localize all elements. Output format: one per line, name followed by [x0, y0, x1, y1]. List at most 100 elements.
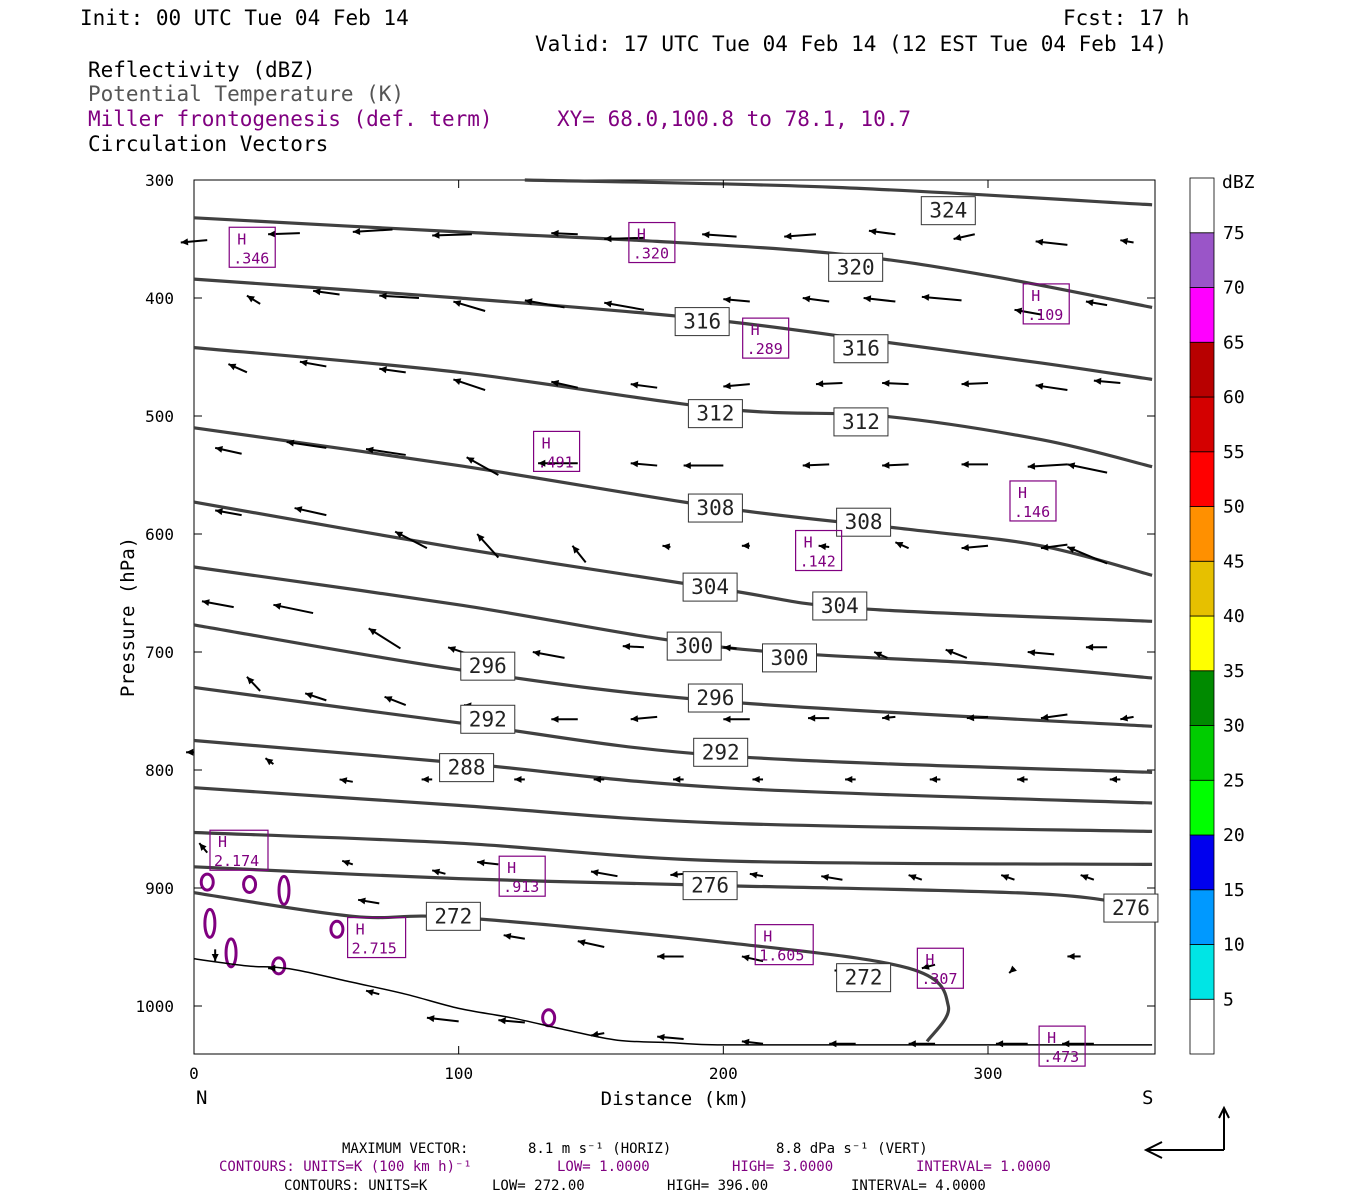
vector-head	[246, 295, 255, 303]
frontogenesis-box	[228, 226, 276, 268]
theta-label-box	[920, 196, 976, 226]
vector-head	[1040, 713, 1049, 721]
theta-label-box	[460, 704, 516, 734]
frontogenesis-value: .346	[233, 249, 269, 267]
vector-head	[532, 649, 541, 657]
frontogenesis-box	[1038, 1025, 1086, 1067]
theta-label: 288	[448, 756, 486, 780]
theta-label: 316	[842, 337, 880, 361]
vector-head	[630, 381, 639, 389]
frontogenesis-contour	[242, 874, 258, 894]
theta-label: 308	[696, 496, 734, 520]
y-axis-label: Pressure (hPa)	[117, 537, 139, 697]
theta-contours-units: CONTOURS: UNITS=K	[284, 1178, 428, 1194]
frontogenesis-box	[1022, 283, 1070, 325]
frontogenesis-box	[742, 317, 790, 359]
vector-head	[821, 874, 829, 881]
theta-contour-labels: 324 320 316 316 312 312 308 308 304 304 300 300 296 2…	[425, 196, 1159, 993]
vector-head	[211, 954, 219, 962]
colorbar-segment	[1189, 451, 1215, 507]
frontogenesis-value: 1.605	[759, 947, 804, 965]
colorbar-segment	[1189, 177, 1215, 234]
x-tick-label: 0	[189, 1064, 199, 1083]
vector-head	[1035, 238, 1044, 246]
vector-head	[268, 964, 276, 972]
vector-head	[895, 542, 904, 549]
vector-head	[432, 231, 440, 239]
theta-label-box	[682, 871, 738, 901]
theta-label: 320	[837, 255, 875, 279]
colorbar-level-label: 75	[1223, 223, 1245, 244]
vector-head	[1062, 1040, 1070, 1048]
theta-contours-low: LOW= 272.00	[492, 1178, 585, 1194]
vector-head	[995, 1040, 1004, 1048]
vector-head	[1027, 462, 1036, 470]
frontogenesis-value: .473	[1043, 1048, 1079, 1066]
y-tick-label: 300	[145, 171, 174, 190]
colorbar-level-label: 55	[1223, 442, 1245, 463]
theta-label-box	[666, 631, 722, 661]
theta-label: 296	[696, 686, 734, 710]
vector-head	[294, 506, 303, 513]
x-tick-label: 300	[974, 1064, 1003, 1083]
vector-head	[868, 228, 877, 236]
y-tick-label: 600	[145, 525, 174, 544]
vector-head	[268, 230, 276, 238]
y-tick-label: 500	[145, 407, 174, 426]
frontogenesis-h: H	[356, 921, 365, 939]
x-axis-right-end-label: S	[1142, 1087, 1153, 1109]
frontogenesis-value: 2.715	[352, 940, 397, 958]
frontogenesis-value: .491	[538, 453, 574, 471]
frontogenesis-value: 2.174	[214, 852, 259, 870]
vector-head	[723, 296, 731, 304]
vector-head	[802, 295, 811, 303]
vector-head	[845, 776, 853, 783]
vector-head	[863, 295, 872, 303]
vector-head	[366, 446, 374, 454]
vector-head	[180, 238, 189, 246]
vector-head	[538, 459, 546, 467]
vector-head	[741, 1038, 750, 1046]
vector-head	[591, 1030, 599, 1038]
vector-head	[1014, 307, 1023, 315]
frontogenesis-h: H	[1018, 484, 1027, 502]
vector-head	[426, 1015, 435, 1023]
fronto-contours-low: LOW= 1.0000	[557, 1159, 650, 1175]
theta-label: 276	[691, 874, 729, 898]
vector-head	[572, 545, 580, 554]
vector-head	[215, 508, 223, 516]
vector-head	[352, 228, 361, 235]
vector-head	[921, 963, 930, 970]
x-axis-left-end-label: N	[196, 1087, 207, 1109]
theta-label-box	[828, 252, 884, 282]
vector-head	[1067, 546, 1076, 553]
theta-label-box	[836, 507, 892, 537]
colorbar-level-label: 65	[1223, 332, 1245, 353]
vector-head	[929, 776, 937, 783]
vector-head	[498, 1017, 506, 1025]
colorbar-level-label: 5	[1223, 989, 1234, 1010]
frontogenesis-box	[498, 855, 546, 897]
theta-label: 316	[683, 310, 721, 334]
vector-head	[874, 651, 883, 659]
frontogenesis-contour	[199, 872, 215, 892]
y-tick-label: 400	[145, 289, 174, 308]
y-tick-label: 700	[145, 643, 174, 662]
cross-section-endpoints: XY= 68.0,100.8 to 78.1, 10.7	[557, 107, 911, 131]
vector-head	[961, 544, 969, 551]
vector-head	[816, 380, 824, 388]
vector-head	[551, 380, 560, 387]
theta-contour-312	[193, 346, 1153, 469]
frontogenesis-contour	[277, 874, 291, 906]
colorbar-segment	[1189, 506, 1215, 562]
theta-contour-324	[524, 178, 1153, 207]
frontogenesis-contour	[329, 919, 345, 939]
theta-contours-interval: INTERVAL= 4.0000	[851, 1178, 986, 1194]
frontogenesis-h: H	[763, 928, 772, 946]
frontogenesis-h: H	[1047, 1029, 1056, 1047]
vector-head	[1120, 714, 1128, 722]
theta-label: 272	[434, 904, 472, 928]
colorbar-segment	[1189, 615, 1215, 672]
theta-contour-272	[193, 891, 951, 1043]
x-axis-label: Distance (km)	[601, 1088, 750, 1110]
